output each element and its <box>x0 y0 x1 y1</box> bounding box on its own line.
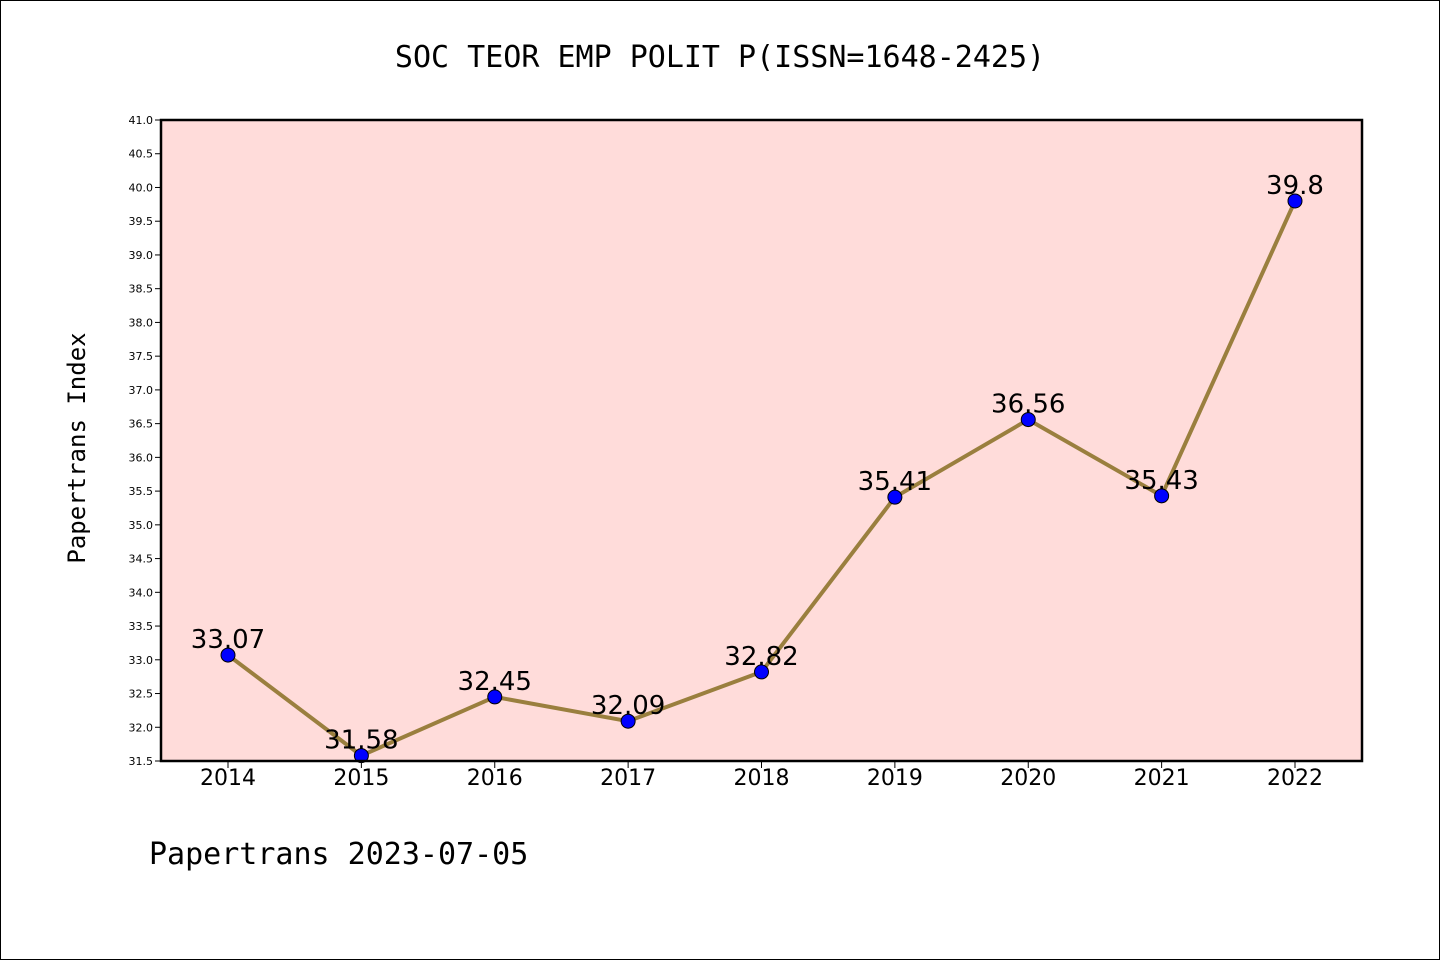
y-tick-label: 40.0 <box>129 181 154 194</box>
y-axis-ticks: 31.5 32.0 32.5 33.0 33.5 34.0 34.5 35.0 35.5 36.0… <box>129 114 161 768</box>
data-point <box>220 647 236 663</box>
chart-title: SOC TEOR EMP POLIT P(ISSN=1648-2425) <box>395 40 1045 75</box>
y-tick-label: 31.5 <box>129 755 154 768</box>
data-labels: 33.07 31.58 32.45 32.09 32.82 35.41 36.56 35.43… <box>191 171 1324 756</box>
y-tick-label: 33.5 <box>129 620 154 633</box>
data-point <box>1287 193 1303 209</box>
data-label: 35.43 <box>1124 466 1198 496</box>
x-axis-ticks: 2014 2015 2016 2017 2018 2019 2020 2021 2022 <box>200 761 1323 791</box>
y-tick-label: 35.0 <box>129 519 154 532</box>
data-point <box>620 713 636 729</box>
y-tick-label: 37.0 <box>129 384 154 397</box>
y-tick-label: 39.5 <box>129 215 154 228</box>
y-tick-label: 33.0 <box>129 654 154 667</box>
data-label: 36.56 <box>991 390 1065 420</box>
x-tick-label: 2015 <box>333 766 389 791</box>
data-label: 33.07 <box>191 625 265 655</box>
y-tick-label: 34.5 <box>129 553 154 566</box>
y-tick-label: 38.0 <box>129 316 154 329</box>
y-tick-label: 40.5 <box>129 148 154 161</box>
x-tick-label: 2021 <box>1134 766 1190 791</box>
y-tick-label: 32.0 <box>129 721 154 734</box>
y-tick-label: 32.5 <box>129 688 154 701</box>
y-tick-label: 36.5 <box>129 418 154 431</box>
data-point <box>487 689 503 705</box>
y-tick-label: 41.0 <box>129 114 154 127</box>
data-label: 31.58 <box>324 726 398 756</box>
y-tick-label: 37.5 <box>129 350 154 363</box>
y-tick-label: 34.0 <box>129 586 154 599</box>
data-label: 32.45 <box>458 667 532 697</box>
x-tick-label: 2019 <box>867 766 923 791</box>
plot-area <box>161 120 1362 761</box>
footer-text: Papertrans 2023-07-05 <box>149 837 528 872</box>
data-point <box>1154 488 1170 504</box>
data-label: 35.41 <box>858 467 932 497</box>
y-tick-label: 39.0 <box>129 249 154 262</box>
plot-border <box>159 118 1364 763</box>
x-tick-label: 2022 <box>1267 766 1323 791</box>
data-label: 39.8 <box>1266 171 1324 201</box>
x-tick-label: 2020 <box>1000 766 1056 791</box>
data-markers <box>220 193 1303 764</box>
x-tick-label: 2018 <box>734 766 790 791</box>
x-tick-label: 2014 <box>200 766 256 791</box>
x-tick-label: 2017 <box>600 766 656 791</box>
data-point <box>1020 412 1036 428</box>
data-label: 32.09 <box>591 691 665 721</box>
y-tick-label: 38.5 <box>129 283 154 296</box>
data-label: 32.82 <box>724 642 798 672</box>
data-point <box>887 489 903 505</box>
y-tick-label: 35.5 <box>129 485 154 498</box>
data-point <box>754 664 769 680</box>
y-tick-label: 36.0 <box>129 451 154 464</box>
data-point <box>353 748 369 764</box>
y-axis-label: Papertrans Index <box>63 332 91 563</box>
x-tick-label: 2016 <box>467 766 523 791</box>
